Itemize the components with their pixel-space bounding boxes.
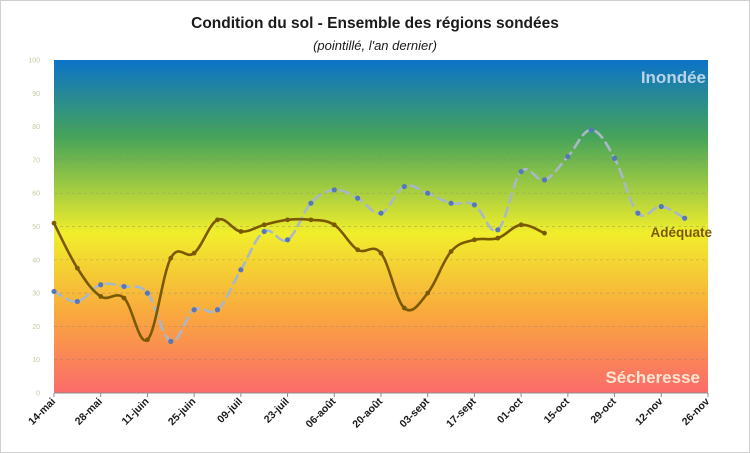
series-line-current-year (52, 217, 546, 342)
data-point (284, 237, 291, 243)
series-current-year (51, 217, 547, 343)
x-tick-label: 23-juil (262, 396, 292, 426)
data-point (121, 283, 127, 290)
data-point (308, 217, 314, 223)
x-tick-label: 25-juin (166, 396, 198, 428)
data-point (611, 155, 618, 161)
y-tick-label: 100 (28, 58, 40, 65)
x-tick-label: 11-juin (120, 396, 152, 428)
data-point (401, 305, 407, 311)
data-point (448, 249, 454, 254)
y-tick-label: 80 (32, 124, 40, 131)
y-tick-label: 20 (32, 324, 40, 331)
data-point (448, 200, 454, 206)
data-point (378, 210, 384, 216)
x-axis-ticks: 14-mai 28-mai 11-juin 25-juin 09-juil 23-juil… (26, 393, 712, 431)
data-point (144, 290, 151, 296)
data-point (518, 168, 524, 175)
data-point (425, 190, 431, 196)
grid-lines (54, 92, 708, 361)
plot-background (54, 60, 708, 393)
data-point (168, 338, 174, 344)
y-axis-ticks: 0 10 20 30 40 50 60 70 80 90 100 (28, 58, 40, 398)
x-tick-label: 01-oct (495, 395, 526, 426)
data-point (98, 282, 104, 288)
x-tick-label: 20-août (350, 395, 385, 430)
data-point (121, 295, 127, 301)
x-tick-label: 26-nov (680, 396, 713, 429)
x-tick-label: 03-sept (397, 395, 432, 430)
data-point (238, 267, 244, 273)
x-tick-label: 28-mai (73, 396, 105, 428)
data-point (308, 200, 314, 206)
data-point (215, 217, 220, 223)
data-point (191, 307, 197, 313)
data-point (518, 222, 524, 228)
data-point (98, 294, 104, 299)
data-point (565, 153, 571, 160)
chart-title: Condition du sol - Ensemble des régions … (191, 15, 559, 32)
x-tick-label: 06-août (304, 395, 339, 430)
data-point (51, 288, 57, 295)
data-point (261, 222, 267, 228)
x-tick-label: 12-nov (633, 396, 666, 429)
zone-label-secheresse: Sécheresse (605, 368, 700, 387)
data-point (74, 265, 80, 271)
series-line-last-year (52, 128, 686, 343)
x-tick-label: 14-mai (26, 396, 58, 428)
series-layer (51, 127, 688, 344)
data-point (238, 229, 244, 234)
y-tick-label: 60 (32, 191, 40, 198)
x-tick-label: 15-oct (542, 395, 573, 426)
data-point (168, 255, 174, 261)
y-tick-label: 0 (36, 391, 40, 398)
data-point (145, 337, 150, 343)
data-point (495, 227, 501, 233)
y-tick-label: 70 (32, 157, 40, 164)
data-point (214, 307, 221, 313)
x-tick-label: 17-sept (444, 395, 479, 430)
data-point (425, 290, 431, 296)
data-point (261, 228, 267, 235)
data-point (74, 298, 80, 305)
data-point (355, 247, 361, 253)
y-tick-label: 40 (32, 257, 40, 264)
data-point (541, 177, 548, 183)
data-point (495, 235, 501, 241)
data-point (331, 187, 337, 193)
data-point (682, 215, 688, 221)
data-point (471, 202, 478, 208)
data-point (51, 220, 57, 226)
x-tick-label: 29-oct (588, 395, 619, 426)
data-point (472, 237, 477, 243)
data-point (378, 250, 384, 256)
data-point (191, 250, 197, 256)
zone-label-adequate: Adéquate (650, 225, 712, 240)
data-point (285, 217, 290, 223)
y-tick-label: 50 (32, 224, 40, 231)
data-point (588, 127, 594, 133)
y-tick-label: 90 (32, 91, 40, 98)
data-point (635, 210, 641, 216)
series-last-year (51, 127, 688, 344)
zone-label-inondee: Inondée (641, 68, 706, 87)
data-point (331, 222, 337, 228)
y-tick-label: 30 (32, 291, 40, 298)
chart-subtitle: (pointillé, l'an dernier) (313, 38, 437, 53)
data-point (401, 183, 407, 190)
x-tick-label: 09-juil (215, 396, 245, 426)
y-tick-label: 10 (32, 357, 40, 364)
data-point (658, 203, 664, 210)
data-point (542, 230, 547, 236)
data-point (355, 195, 361, 201)
